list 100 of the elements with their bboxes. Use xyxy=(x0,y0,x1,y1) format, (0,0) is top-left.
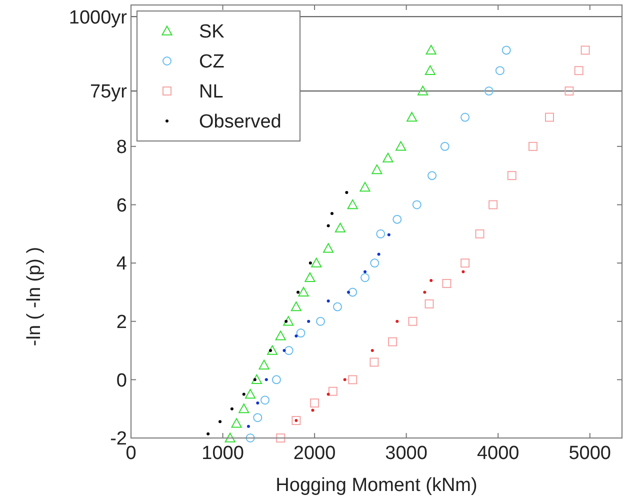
point xyxy=(298,286,309,297)
point xyxy=(242,392,246,396)
point xyxy=(296,328,306,338)
point xyxy=(206,432,210,436)
point xyxy=(528,142,538,151)
point xyxy=(246,434,255,442)
point xyxy=(283,316,294,326)
point xyxy=(275,330,286,340)
point xyxy=(360,273,370,282)
point xyxy=(387,233,390,236)
y-tick-label: 2 xyxy=(116,312,127,334)
legend-label: SK xyxy=(199,22,225,43)
x-tick-label: 4000 xyxy=(476,443,520,464)
point xyxy=(284,346,294,356)
point xyxy=(311,258,322,268)
point xyxy=(258,360,270,370)
point xyxy=(334,222,346,232)
y-tick-label: 0 xyxy=(116,370,127,392)
point xyxy=(253,378,256,382)
x-tick-label: 2000 xyxy=(293,443,336,464)
point xyxy=(296,290,300,294)
point xyxy=(424,65,436,75)
point xyxy=(253,413,262,422)
point xyxy=(462,270,465,274)
point xyxy=(267,345,278,355)
point xyxy=(364,270,367,274)
y-tick-label: -2 xyxy=(110,428,127,450)
point xyxy=(308,262,312,265)
point xyxy=(343,378,346,382)
point xyxy=(370,349,374,352)
point xyxy=(260,396,270,405)
point xyxy=(507,171,516,180)
x-tick-label: 3000 xyxy=(385,443,428,464)
point xyxy=(326,224,330,228)
point xyxy=(307,320,310,323)
point xyxy=(316,316,326,326)
point xyxy=(544,112,554,122)
point xyxy=(372,164,382,174)
point xyxy=(424,299,434,308)
point xyxy=(348,375,358,384)
point xyxy=(231,418,242,428)
point xyxy=(238,404,250,414)
point xyxy=(347,199,358,210)
y-tick-label: 8 xyxy=(116,137,127,158)
point xyxy=(230,407,234,410)
point xyxy=(246,424,250,428)
point xyxy=(460,112,470,122)
point xyxy=(440,142,450,151)
point xyxy=(488,200,498,210)
point xyxy=(272,375,281,384)
point xyxy=(294,334,298,338)
point xyxy=(377,252,380,256)
ref-line-label: 1000yr xyxy=(68,7,128,28)
x-axis-title: Hogging Moment (kNm) xyxy=(276,475,478,496)
point xyxy=(423,290,426,294)
point xyxy=(251,374,262,384)
point xyxy=(388,337,398,346)
point xyxy=(426,44,436,55)
point xyxy=(345,190,348,194)
legend-label: NL xyxy=(199,82,224,103)
point xyxy=(574,66,584,76)
point xyxy=(282,349,286,352)
point xyxy=(382,152,394,162)
point xyxy=(502,46,511,55)
point xyxy=(475,229,484,238)
point xyxy=(495,66,504,76)
point xyxy=(348,288,358,297)
point xyxy=(245,388,256,399)
point xyxy=(396,320,399,323)
point xyxy=(418,86,428,96)
point xyxy=(460,258,470,268)
point xyxy=(408,316,418,326)
point xyxy=(323,243,334,253)
point xyxy=(311,408,314,412)
point xyxy=(328,386,338,396)
point xyxy=(370,358,379,367)
y-tick-label: 4 xyxy=(116,254,128,275)
y-axis-title: -ln ( -ln (p) ) xyxy=(24,246,45,346)
point xyxy=(326,299,330,302)
point xyxy=(442,278,452,288)
x-tick-label: 5000 xyxy=(568,443,612,464)
point xyxy=(396,141,406,151)
legend-label: Observed xyxy=(199,112,282,133)
point xyxy=(304,272,316,282)
point xyxy=(218,420,222,424)
point xyxy=(360,182,370,192)
point xyxy=(326,392,330,396)
point xyxy=(256,402,260,405)
point xyxy=(392,214,402,224)
point xyxy=(264,378,268,382)
point xyxy=(347,290,350,294)
y-tick-label: 6 xyxy=(116,195,127,216)
point xyxy=(564,86,574,96)
point xyxy=(370,258,380,268)
point xyxy=(430,279,433,282)
legend-label: CZ xyxy=(199,52,225,73)
point xyxy=(412,200,422,210)
point xyxy=(224,432,236,442)
x-tick-label: 1000 xyxy=(202,443,244,464)
point xyxy=(428,171,437,180)
